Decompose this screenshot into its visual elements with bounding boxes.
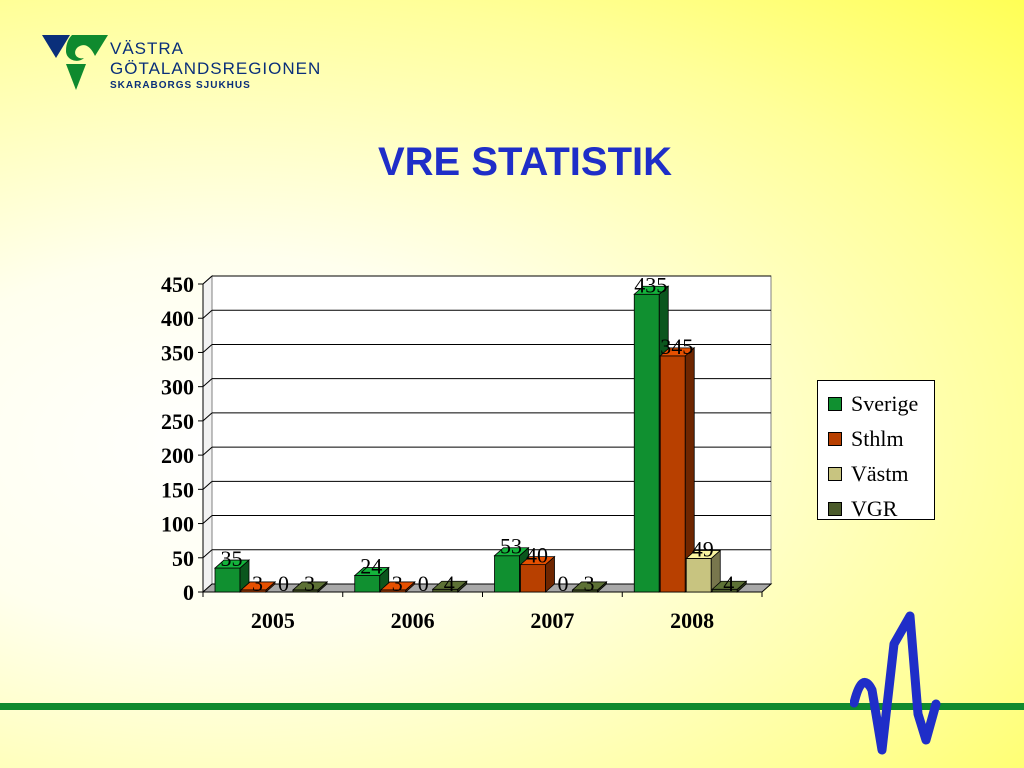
- y-tick-label: 0: [183, 580, 194, 605]
- x-tick-label: 2007: [530, 608, 574, 633]
- legend-label-sverige: Sverige: [851, 391, 919, 416]
- bar-top: [685, 550, 722, 559]
- bar-top: [213, 559, 251, 569]
- data-label: 0: [418, 571, 429, 596]
- data-label: 3: [392, 571, 403, 596]
- data-label: 49: [692, 536, 714, 561]
- bar-sverige-2007: [494, 555, 520, 593]
- chart-legend: Sverige Sthlm Västm VGR: [817, 380, 935, 521]
- data-label: 0: [558, 571, 569, 596]
- x-tick-label: 2006: [391, 608, 435, 633]
- gridline-side: [202, 480, 213, 490]
- y-tick-label: 150: [161, 477, 194, 502]
- bar-sverige-2005: [214, 567, 241, 593]
- legend-swatch-vgr: [828, 502, 842, 516]
- bar-sverige-2008: [633, 293, 660, 593]
- gridline-side: [202, 344, 213, 353]
- legend-swatch-sthlm: [828, 432, 842, 446]
- vgr-logo-symbol-icon: [42, 35, 108, 90]
- gridline-side: [202, 549, 213, 559]
- bar-v-stm-2008: [685, 558, 712, 593]
- y-tick-label: 250: [161, 409, 194, 434]
- bar-top: [659, 347, 696, 357]
- data-label: 435: [634, 272, 667, 297]
- logo-name-line2: GÖTALANDSREGIONEN: [110, 59, 322, 78]
- data-label: 3: [252, 571, 263, 596]
- bar-top: [431, 580, 468, 590]
- data-label: 53: [500, 534, 522, 559]
- bar-top: [571, 581, 608, 591]
- bar-top: [379, 581, 416, 591]
- y-tick-label: 350: [161, 340, 194, 365]
- gridline-side: [202, 412, 213, 422]
- bar-sthlm-2008: [659, 355, 686, 593]
- data-label: 0: [278, 571, 289, 596]
- x-tick-label: 2008: [670, 608, 714, 633]
- data-label: 24: [360, 554, 382, 579]
- y-tick-label: 400: [161, 306, 194, 331]
- legend-swatch-sverige: [828, 397, 842, 411]
- bar-top: [519, 556, 556, 566]
- y-tick-label: 450: [161, 272, 194, 297]
- bar-top: [291, 581, 329, 591]
- x-tick-label: 2005: [251, 608, 295, 633]
- y-tick-label: 200: [161, 443, 194, 468]
- data-label: 40: [526, 543, 548, 568]
- vgr-logo: VÄSTRA GÖTALANDSREGIONEN SKARABORGS SJUK…: [40, 32, 340, 94]
- bar-top: [711, 580, 748, 590]
- y-tick-label: 300: [161, 375, 194, 400]
- legend-label-sthlm: Sthlm: [851, 426, 904, 451]
- y-tick-label: 50: [172, 546, 194, 571]
- gridline-side: [202, 275, 213, 285]
- gridline-side: [202, 515, 213, 524]
- bar-top: [493, 547, 530, 557]
- bar-top: [239, 581, 277, 591]
- legend-label-vastm: Västm: [851, 461, 909, 486]
- plot-side-wall: [202, 274, 213, 594]
- bar-sthlm-2007: [520, 564, 546, 593]
- y-tick-label: 100: [161, 512, 194, 537]
- bar-top: [633, 285, 670, 295]
- data-label: 4: [444, 571, 455, 596]
- legend-label-vgr: VGR: [851, 496, 898, 521]
- data-label: 35: [221, 546, 243, 571]
- data-label: 4: [723, 571, 734, 596]
- slide-title: VRE STATISTIK: [377, 140, 673, 184]
- bottom-green-line: [0, 703, 1024, 710]
- gridline-side: [202, 378, 213, 388]
- logo-subtitle: SKARABORGS SJUKHUS: [110, 80, 251, 91]
- logo-name-line1: VÄSTRA: [110, 39, 185, 58]
- data-label: 3: [584, 571, 595, 596]
- gridline-side: [202, 309, 213, 319]
- data-label: 345: [660, 334, 693, 359]
- ekg-wave-icon: [850, 611, 941, 755]
- legend-swatch-vastm: [828, 467, 842, 481]
- gridline-side: [202, 446, 213, 456]
- bar-top: [353, 567, 390, 576]
- data-label: 3: [304, 571, 315, 596]
